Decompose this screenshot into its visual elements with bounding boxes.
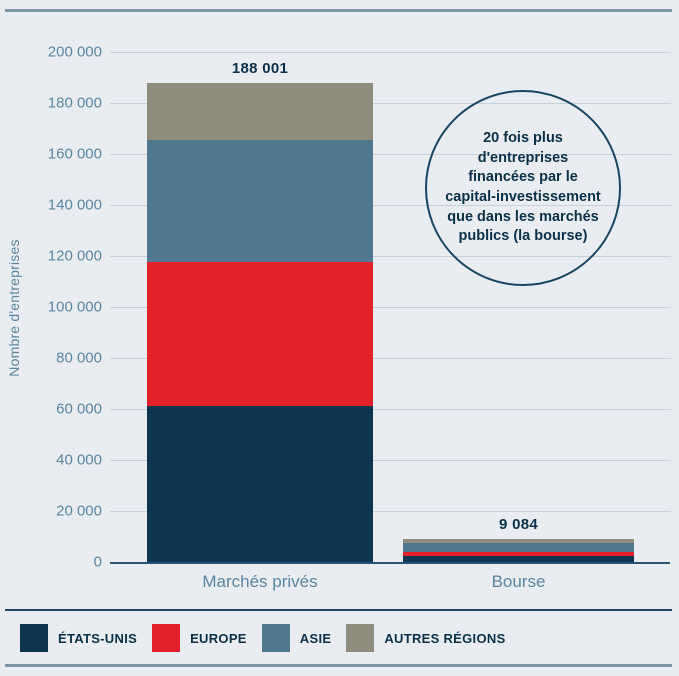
bar-segment (403, 542, 634, 553)
y-tick-label: 40 000 (56, 451, 102, 469)
legend-item: ÉTATS-UNIS (20, 624, 137, 652)
legend-swatch (261, 624, 290, 652)
gridline (110, 409, 671, 410)
bar-segment (403, 552, 634, 557)
legend-item: EUROPE (152, 624, 247, 652)
legend-label: ASIE (299, 630, 332, 646)
legend-label: AUTRES RÉGIONS (384, 630, 506, 646)
legend-item: ASIE (261, 624, 332, 652)
y-tick-label: 80 000 (56, 349, 102, 367)
gridline (110, 52, 671, 53)
bottom-rule (5, 664, 672, 667)
gridline (110, 205, 671, 206)
gridline (110, 103, 671, 104)
y-tick-label: 180 000 (47, 94, 102, 112)
annotation-text: 20 fois plus d'entreprises financées par… (445, 130, 601, 245)
gridline (110, 154, 671, 155)
y-tick-label: 100 000 (47, 298, 102, 316)
y-tick-label: 160 000 (47, 145, 102, 163)
bar-total-label: 9 084 (498, 515, 539, 533)
x-axis-line (110, 562, 670, 564)
y-tick-label: 0 (93, 553, 102, 571)
y-tick-label: 120 000 (47, 247, 102, 265)
bar-total-label: 188 001 (231, 59, 289, 77)
top-rule (5, 9, 672, 12)
bar-segment (403, 538, 634, 543)
legend-divider-rule (5, 609, 672, 611)
y-tick-label: 20 000 (56, 502, 102, 520)
y-tick-label: 60 000 (56, 400, 102, 418)
gridline (110, 358, 671, 359)
bar-segment (147, 139, 373, 263)
legend-item: AUTRES RÉGIONS (346, 624, 505, 652)
annotation-circle: 20 fois plus d'entreprises financées par… (425, 90, 621, 286)
gridline (110, 256, 671, 257)
legend-swatch (152, 624, 181, 652)
legend-label: EUROPE (190, 630, 247, 646)
bar-segment (147, 406, 373, 562)
gridline (110, 307, 671, 308)
gridline (110, 511, 671, 512)
x-axis-category-label: Marchés privés (202, 572, 318, 591)
bar-segment (147, 82, 373, 140)
bar-segment (403, 556, 634, 562)
gridline (110, 460, 671, 461)
legend-swatch (346, 624, 375, 652)
y-axis: 200 000 180 000 160 000 140 000 120 000 100 0… (0, 44, 102, 571)
legend: ÉTATS-UNIS EUROPE ASIE AUTRES RÉGIONS (20, 623, 669, 653)
y-tick-label: 140 000 (47, 196, 102, 214)
plot-area: 188 001 Marchés privés 9 084 Bourse (110, 52, 671, 591)
legend-swatch (20, 624, 48, 652)
x-axis-category-label: Bourse (491, 572, 546, 591)
bar-segment (147, 262, 373, 407)
legend-label: ÉTATS-UNIS (58, 630, 138, 646)
y-tick-label: 200 000 (47, 43, 102, 61)
